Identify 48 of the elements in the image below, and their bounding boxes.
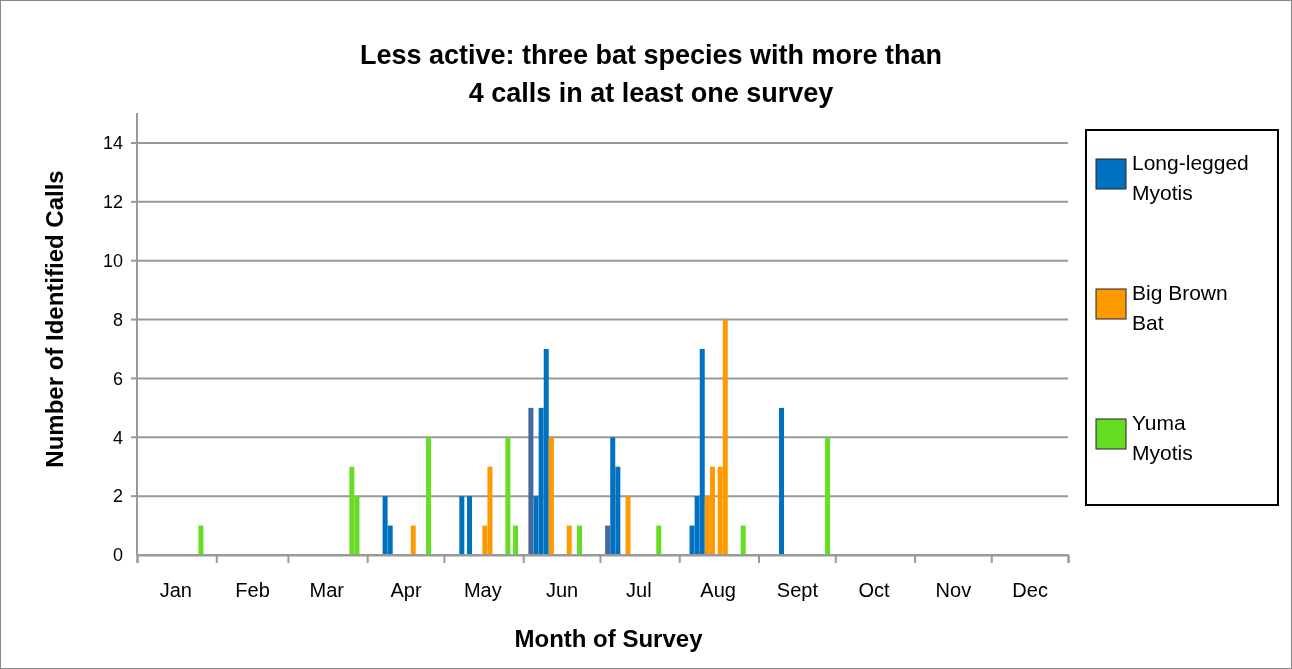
bar (699, 349, 705, 555)
y-tick-label: 6 (112, 368, 123, 389)
x-axis-title: Month of Survey (514, 625, 704, 652)
bar (528, 407, 534, 555)
legend-label: Yuma Myotis (1132, 411, 1193, 464)
bar (505, 437, 511, 555)
y-axis-title: Number of Identified Calls (41, 170, 68, 468)
bar (349, 466, 355, 555)
bar (779, 407, 785, 555)
x-tick-label: Sept (776, 579, 819, 602)
bar (656, 525, 662, 555)
bar (566, 525, 572, 555)
bar (722, 319, 728, 555)
y-tick-label: 2 (112, 486, 123, 507)
y-tick-label: 12 (102, 192, 123, 213)
bar (605, 525, 611, 555)
y-tick-label: 4 (112, 427, 123, 448)
x-tick-label: Dec (1012, 579, 1048, 602)
bar (467, 496, 472, 555)
bar (548, 437, 554, 555)
bar (709, 466, 715, 555)
x-tick-label: Mar (309, 579, 345, 602)
x-tick-label: Apr (390, 579, 422, 602)
y-tick-label: 8 (112, 309, 123, 330)
bar (543, 349, 549, 555)
x-tick-label: Jun (545, 579, 579, 602)
bar (610, 437, 616, 555)
legend-label: Big Brown Bat (1132, 281, 1228, 334)
legend-label: Long-legged Myotis (1132, 151, 1249, 204)
bar (625, 496, 631, 555)
chart-title: Less active: three bat species with more than 4 calls in at least one survey (359, 40, 943, 108)
x-tick-label: May (463, 579, 502, 602)
x-tick-label: Feb (235, 579, 270, 602)
bar (576, 525, 582, 555)
bar (513, 525, 519, 555)
y-tick-label: 0 (112, 545, 123, 566)
bar (426, 437, 432, 555)
x-tick-label: Oct (858, 579, 891, 602)
bar (740, 525, 746, 555)
y-tick-label: 10 (102, 251, 123, 272)
bar (459, 496, 465, 555)
bar (410, 525, 416, 555)
x-tick-label: Aug (700, 579, 736, 602)
x-tick-label: Nov (935, 579, 972, 602)
bar (825, 437, 831, 555)
y-tick-label: 14 (102, 133, 123, 154)
x-tick-label: Jan (159, 579, 192, 602)
x-tick-label: Jul (626, 579, 652, 602)
